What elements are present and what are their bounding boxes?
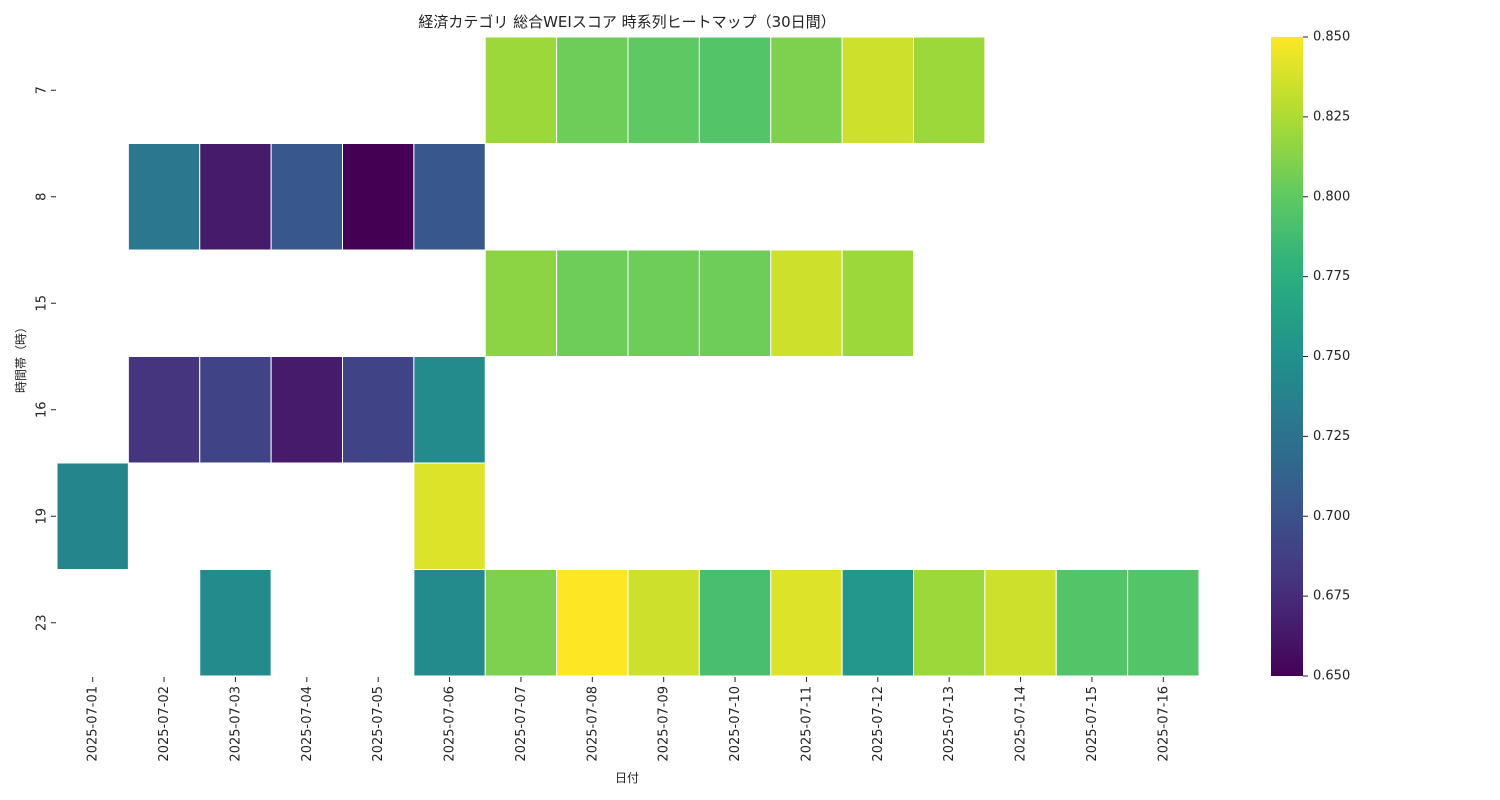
x-tick-label: 2025-07-10 xyxy=(728,686,743,762)
y-tick-label: 7 xyxy=(35,86,50,94)
heatmap-cell xyxy=(841,36,914,144)
x-tick-label: 2025-07-07 xyxy=(514,686,529,762)
x-tick-label: 2025-07-14 xyxy=(1014,686,1029,762)
colorbar-tick-label: 0.800 xyxy=(1313,189,1350,204)
heatmap-cell xyxy=(556,36,629,144)
heatmap-cell xyxy=(698,36,772,144)
x-tick-label: 2025-07-13 xyxy=(942,686,957,762)
colorbar-gradient xyxy=(1271,37,1303,676)
heatmap-cell xyxy=(1127,569,1200,677)
heatmap-cell xyxy=(484,36,558,144)
heatmap-cell xyxy=(484,569,558,677)
colorbar-tick-label: 0.750 xyxy=(1313,349,1350,364)
heatmap-cells xyxy=(56,36,1200,677)
heatmap-cell xyxy=(342,356,415,464)
y-tick-label: 15 xyxy=(35,295,50,312)
heatmap-cell xyxy=(770,36,843,144)
heatmap-cell xyxy=(841,569,914,677)
heatmap-cell xyxy=(342,143,415,251)
heatmap-cell xyxy=(413,143,486,251)
chart-title: 経済カテゴリ 総合WEIスコア 時系列ヒートマップ（30日間） xyxy=(418,13,835,31)
heatmap-cell xyxy=(199,569,272,677)
y-axis: 7 8 15 16 19 23 xyxy=(35,86,56,631)
y-tick-label: 8 xyxy=(35,193,50,201)
x-axis-label: 日付 xyxy=(615,771,639,785)
x-tick-label: 2025-07-16 xyxy=(1156,686,1171,762)
colorbar-tick-label: 0.850 xyxy=(1313,30,1350,45)
x-tick-label: 2025-07-08 xyxy=(585,686,600,762)
x-tick-label: 2025-07-03 xyxy=(228,686,243,762)
x-tick-label: 2025-07-09 xyxy=(657,686,672,762)
y-tick-label: 16 xyxy=(35,401,50,418)
heatmap-cell xyxy=(627,249,700,357)
heatmap-cell xyxy=(413,356,486,464)
x-tick-label: 2025-07-04 xyxy=(300,686,315,762)
x-axis: 2025-07-01 2025-07-02 2025-07-03 2025-07-04… xyxy=(86,677,1171,762)
colorbar-tick-label: 0.650 xyxy=(1313,669,1350,684)
colorbar: 0.650 0.675 0.700 0.725 0.750 0.775 0.800 0.825… xyxy=(1271,30,1350,684)
heatmap-cell xyxy=(270,143,343,251)
heatmap-cell xyxy=(627,36,700,144)
x-tick-label: 2025-07-05 xyxy=(371,686,386,762)
heatmap-cell xyxy=(199,356,272,464)
heatmap-cell xyxy=(1055,569,1129,677)
heatmap-cell xyxy=(841,249,914,357)
y-tick-label: 19 xyxy=(35,508,50,525)
heatmap-cell xyxy=(270,356,343,464)
heatmap-cell xyxy=(698,249,772,357)
heatmap-cell xyxy=(770,569,843,677)
x-tick-label: 2025-07-11 xyxy=(799,686,814,762)
heatmap-cell xyxy=(627,569,700,677)
heatmap-cell xyxy=(913,569,986,677)
colorbar-tick-label: 0.825 xyxy=(1313,109,1350,124)
heatmap-cell xyxy=(56,462,129,570)
heatmap-cell xyxy=(484,249,558,357)
heatmap-cell xyxy=(199,143,272,251)
y-axis-label: 時間帯（時） xyxy=(14,321,28,393)
x-tick-label: 2025-07-01 xyxy=(86,686,101,762)
colorbar-tick-label: 0.675 xyxy=(1313,589,1350,604)
x-tick-label: 2025-07-02 xyxy=(157,686,172,762)
heatmap-cell xyxy=(413,569,486,677)
colorbar-tick-label: 0.700 xyxy=(1313,509,1350,524)
heatmap-cell xyxy=(127,356,201,464)
heatmap-cell xyxy=(698,569,772,677)
x-tick-label: 2025-07-15 xyxy=(1085,686,1100,762)
heatmap-cell xyxy=(556,249,629,357)
colorbar-tick-label: 0.775 xyxy=(1313,269,1350,284)
x-tick-label: 2025-07-12 xyxy=(871,686,886,762)
heatmap-cell xyxy=(413,462,486,570)
colorbar-tick-label: 0.725 xyxy=(1313,429,1350,444)
y-tick-label: 23 xyxy=(35,614,50,631)
heatmap-cell xyxy=(770,249,843,357)
heatmap-cell xyxy=(556,569,629,677)
heatmap-cell xyxy=(984,569,1057,677)
x-tick-label: 2025-07-06 xyxy=(443,686,458,762)
heatmap-cell xyxy=(913,36,986,144)
heatmap-cell xyxy=(127,143,201,251)
